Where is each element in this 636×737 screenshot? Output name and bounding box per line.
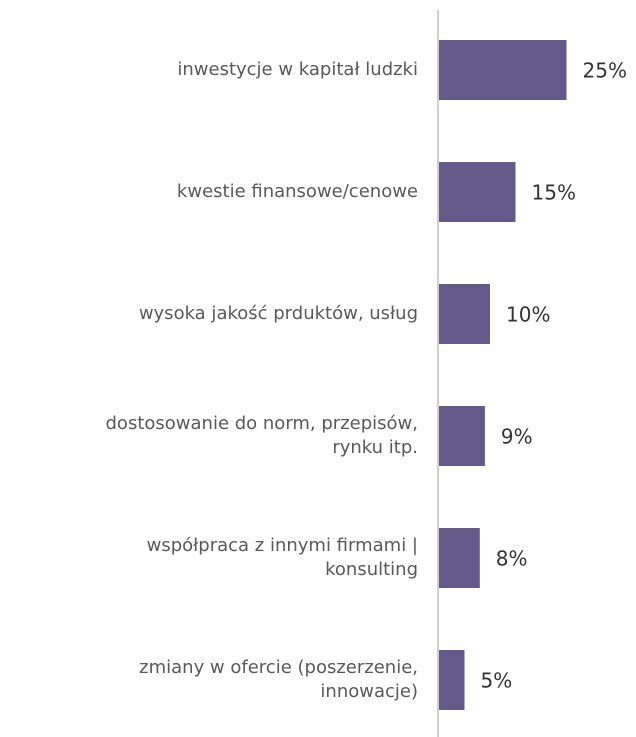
value-label: 8% — [496, 547, 528, 571]
value-label: 5% — [481, 669, 513, 693]
bar — [439, 406, 485, 466]
bar — [439, 650, 465, 710]
category-label: dostosowanie do norm, przepisów, rynku i… — [105, 413, 419, 458]
value-label: 15% — [532, 181, 576, 205]
bar — [439, 40, 567, 100]
category-label: zmiany w ofercie (poszerzenie, innowacje… — [139, 657, 418, 702]
value-label: 10% — [506, 303, 550, 327]
category-label: współpraca z innymi firmami | konsulting — [146, 535, 418, 580]
value-label: 25% — [583, 59, 627, 83]
bar — [439, 528, 480, 588]
category-label: kwestie finansowe/cenowe — [176, 181, 418, 202]
value-label: 9% — [501, 425, 533, 449]
category-label: wysoka jakość prduktów, usług — [138, 303, 418, 324]
category-label: inwestycje w kapitał ludzki — [177, 59, 418, 80]
bar — [439, 284, 490, 344]
bar — [439, 162, 516, 222]
